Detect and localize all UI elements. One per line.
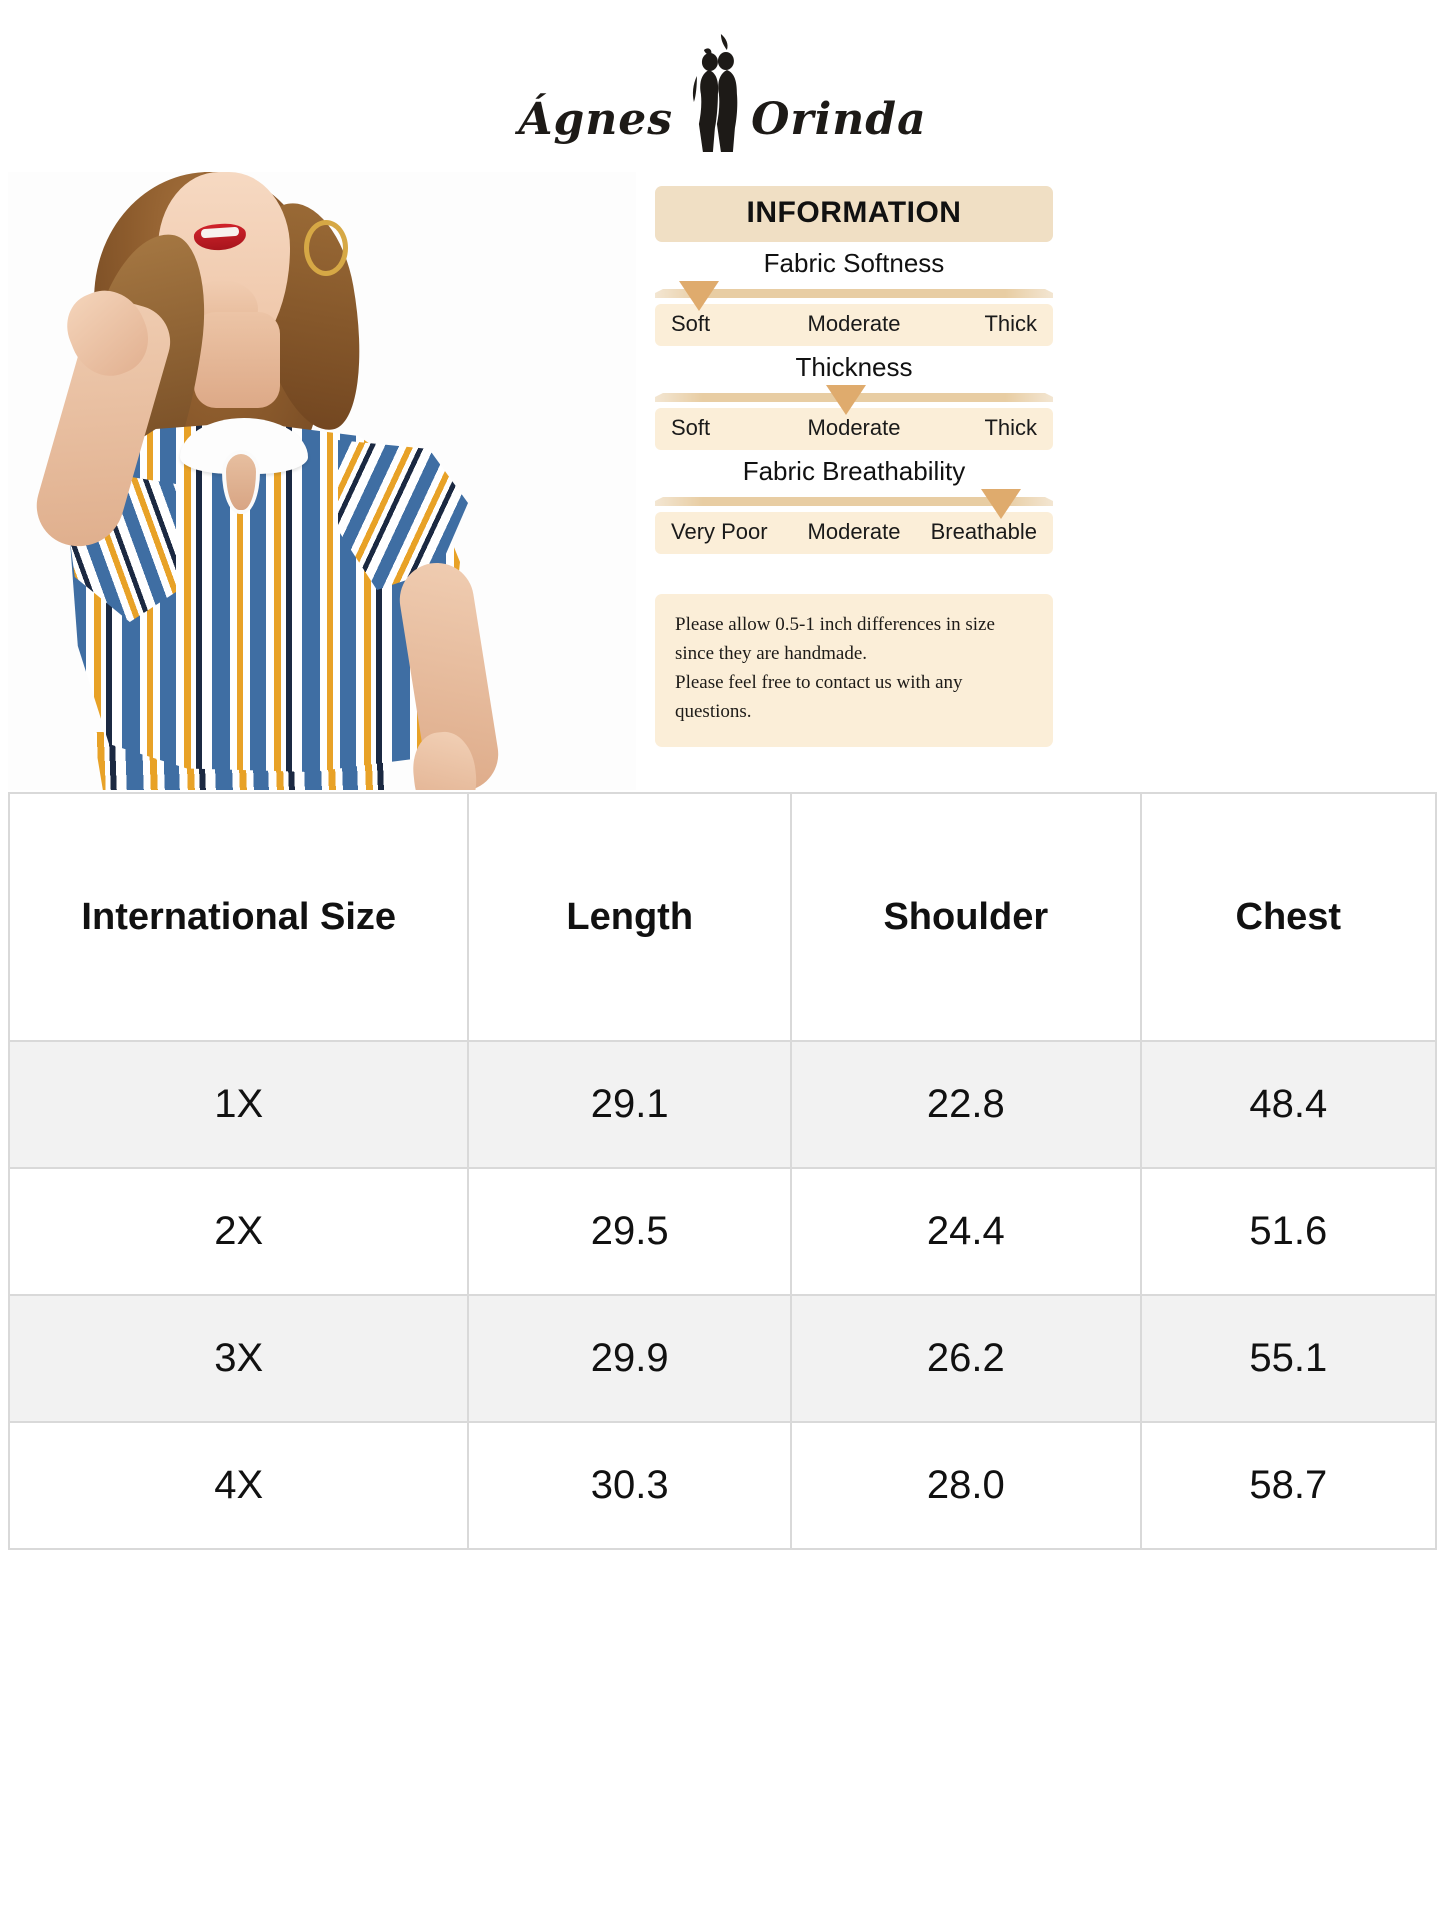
scale-label-low: Very Poor [671, 519, 768, 544]
information-panel: INFORMATION Fabric Softness Soft Moderat… [655, 186, 1053, 747]
cell-length: 29.1 [467, 1040, 792, 1169]
keyhole-neckline [222, 450, 260, 514]
scale-label-high: Thick [984, 415, 1037, 440]
scale-label-high: Breathable [930, 519, 1037, 544]
cell-size: 4X [7, 1421, 470, 1550]
scale-title-thickness: Thickness [795, 352, 913, 382]
scale-label-high: Thick [984, 311, 1037, 336]
scale-title-fabric-breathability: Fabric Breathability [742, 456, 966, 486]
cell-chest: 51.6 [1139, 1167, 1438, 1296]
table-row: 4X 30.3 28.0 58.7 [7, 1421, 1438, 1550]
information-title: INFORMATION [655, 186, 1053, 242]
column-header-chest: Chest [1139, 792, 1438, 1042]
scale-marker-thickness [826, 385, 867, 415]
scale-label-mid: Moderate [807, 415, 901, 440]
scale-track [655, 497, 1053, 506]
brand-name-first: Ágnes [518, 94, 674, 145]
scale-track [655, 289, 1053, 298]
brand-logo: Ágnes Orinda [0, 0, 1445, 170]
cell-chest: 48.4 [1139, 1040, 1438, 1169]
note-line-3: Please feel free to contact us with any … [675, 671, 963, 722]
note-line-1: Please allow 0.5-1 inch differences in s… [675, 614, 995, 635]
hoop-earring-icon [304, 220, 348, 276]
cell-length: 29.5 [467, 1167, 792, 1296]
scale-labels-fabric-breathability: Very Poor Moderate Breathable [655, 512, 1053, 554]
brand-name-second: Orinda [751, 94, 927, 145]
scale-labels-fabric-softness: Soft Moderate Thick [655, 304, 1053, 346]
scale-label-low: Soft [671, 415, 711, 440]
cell-shoulder: 24.4 [789, 1167, 1142, 1296]
column-header-length: Length [467, 792, 792, 1042]
cell-length: 30.3 [467, 1421, 792, 1550]
cell-chest: 55.1 [1139, 1294, 1438, 1423]
scale-title-fabric-softness: Fabric Softness [763, 248, 945, 278]
column-header-international-size: International Size [7, 792, 470, 1042]
cell-chest: 58.7 [1139, 1421, 1438, 1550]
cell-length: 29.9 [467, 1294, 792, 1423]
table-header-row: International Size Length Shoulder Chest [7, 792, 1438, 1042]
cell-size: 1X [7, 1040, 470, 1169]
size-chart-table: International Size Length Shoulder Chest… [7, 792, 1438, 1550]
two-female-silhouettes-icon [679, 32, 745, 152]
column-header-shoulder: Shoulder [789, 792, 1142, 1042]
scale-bar-thickness [655, 385, 1053, 415]
table-row: 2X 29.5 24.4 51.6 [7, 1167, 1438, 1296]
scale-bar-fabric-softness [655, 281, 1053, 311]
scale-bar-fabric-breathability [655, 489, 1053, 519]
product-photo [8, 172, 636, 790]
cell-shoulder: 28.0 [789, 1421, 1142, 1550]
cell-size: 3X [7, 1294, 470, 1423]
scale-label-mid: Moderate [807, 311, 901, 336]
scale-label-low: Soft [671, 311, 711, 336]
cell-shoulder: 26.2 [789, 1294, 1142, 1423]
size-disclaimer-note: Please allow 0.5-1 inch differences in s… [655, 594, 1053, 747]
scale-labels-thickness: Soft Moderate Thick [655, 408, 1053, 450]
table-row: 1X 29.1 22.8 48.4 [7, 1040, 1438, 1169]
model-neck [194, 312, 280, 408]
cell-shoulder: 22.8 [789, 1040, 1142, 1169]
cell-size: 2X [7, 1167, 470, 1296]
scale-marker-fabric-softness [678, 281, 719, 311]
scale-label-mid: Moderate [807, 519, 901, 544]
table-row: 3X 29.9 26.2 55.1 [7, 1294, 1438, 1423]
note-line-2: since they are handmade. [675, 642, 868, 664]
scale-marker-fabric-breathability [981, 489, 1022, 519]
